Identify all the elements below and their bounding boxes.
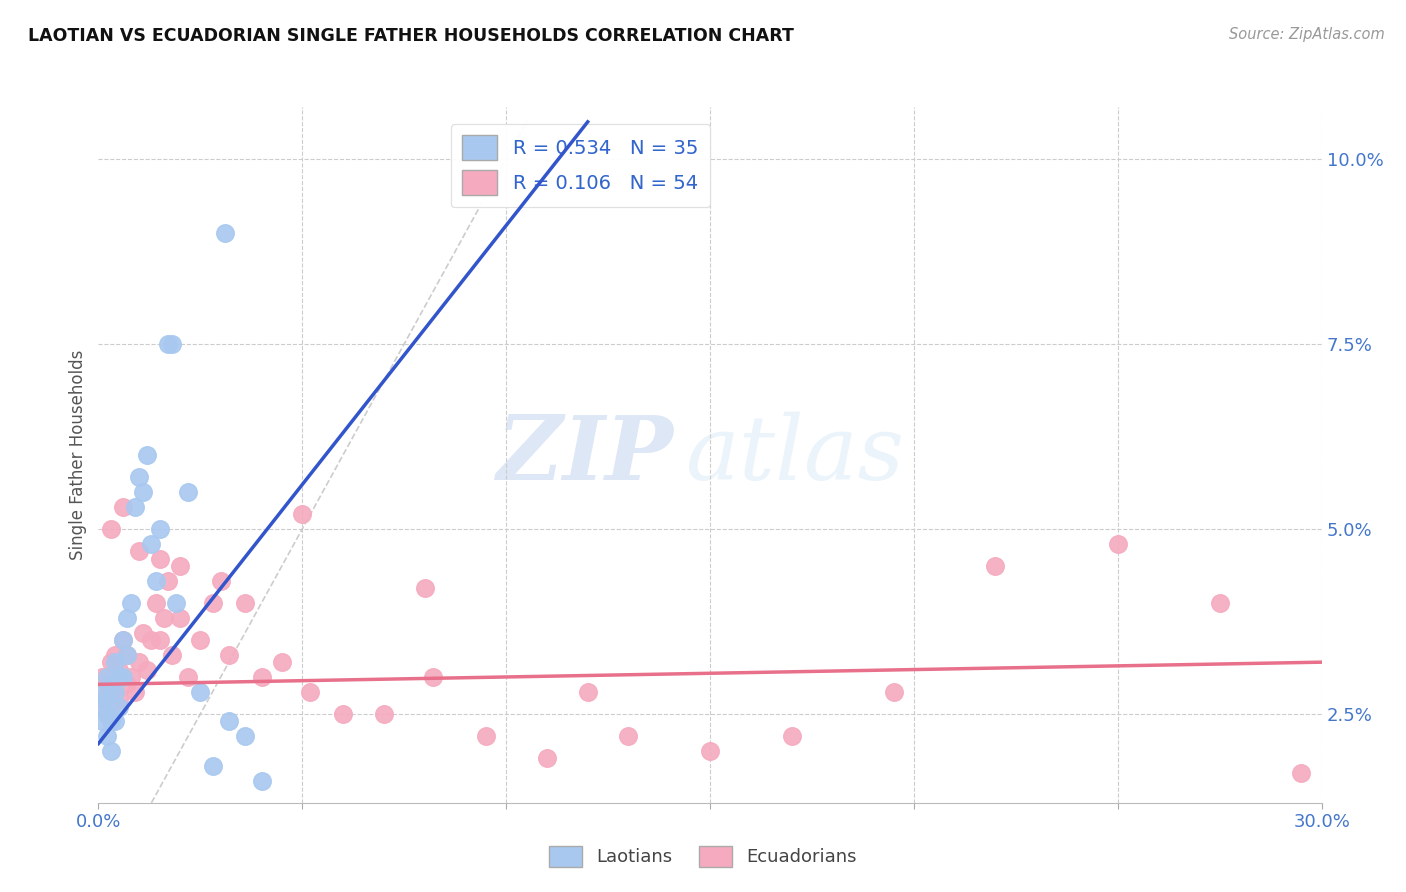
Point (91, 692, 114, 706)
Point (108, 663, 131, 677)
Legend: R = 0.534   N = 35, R = 0.106   N = 54: R = 0.534 N = 35, R = 0.106 N = 54 (451, 124, 710, 207)
Point (91, 714, 114, 729)
Point (699, 744, 721, 758)
Point (188, 685, 212, 699)
Point (96, 706, 118, 721)
Point (149, 551, 172, 566)
Point (91, 670, 114, 684)
Text: atlas: atlas (686, 411, 904, 499)
Point (780, 729, 803, 743)
Point (108, 699, 131, 714)
Point (104, 648, 127, 662)
Point (115, 648, 138, 662)
Point (422, 670, 444, 684)
Point (100, 655, 122, 669)
Point (100, 699, 122, 714)
Point (152, 611, 174, 625)
Point (128, 544, 150, 558)
Point (111, 632, 134, 647)
Point (984, 558, 1007, 573)
Point (149, 632, 172, 647)
Point (536, 751, 558, 765)
Point (214, 226, 236, 240)
Point (132, 625, 155, 640)
Point (111, 632, 134, 647)
Point (617, 729, 640, 743)
Point (177, 484, 200, 499)
Point (177, 670, 200, 684)
Point (100, 522, 122, 536)
Point (160, 337, 183, 351)
Point (299, 685, 322, 699)
Point (100, 744, 122, 758)
Point (209, 574, 232, 588)
Point (160, 648, 183, 662)
Point (111, 500, 134, 514)
Point (91, 699, 114, 714)
Point (169, 611, 191, 625)
Point (1107, 537, 1129, 551)
Point (104, 685, 127, 699)
Point (233, 729, 256, 743)
Point (373, 706, 395, 721)
Point (141, 632, 163, 647)
Point (108, 670, 131, 684)
Point (201, 759, 224, 773)
Point (218, 648, 240, 662)
Point (115, 648, 138, 662)
Point (156, 574, 179, 588)
Point (115, 611, 138, 625)
Point (111, 670, 134, 684)
Point (156, 337, 179, 351)
Point (136, 663, 159, 677)
Point (141, 537, 163, 551)
Point (128, 470, 150, 484)
Point (104, 685, 127, 699)
Point (1291, 766, 1313, 780)
Point (250, 670, 273, 684)
Point (291, 507, 314, 521)
Point (883, 685, 905, 699)
Point (474, 729, 498, 743)
Point (104, 714, 127, 729)
Point (104, 655, 127, 669)
Point (100, 714, 122, 729)
Point (128, 655, 150, 669)
Point (145, 574, 167, 588)
Point (96, 729, 118, 743)
Point (165, 596, 187, 610)
Point (132, 484, 155, 499)
Text: LAOTIAN VS ECUADORIAN SINGLE FATHER HOUSEHOLDS CORRELATION CHART: LAOTIAN VS ECUADORIAN SINGLE FATHER HOUS… (28, 27, 794, 45)
Point (100, 677, 122, 691)
Point (250, 773, 273, 788)
Point (576, 685, 599, 699)
Point (91, 685, 114, 699)
Point (96, 692, 118, 706)
Point (136, 448, 159, 462)
Point (124, 685, 146, 699)
Point (120, 670, 142, 684)
Point (233, 596, 256, 610)
Point (169, 558, 191, 573)
Point (96, 677, 118, 691)
Text: Source: ZipAtlas.com: Source: ZipAtlas.com (1229, 27, 1385, 42)
Legend: Laotians, Ecuadorians: Laotians, Ecuadorians (541, 838, 865, 874)
Point (218, 714, 240, 729)
Point (96, 670, 118, 684)
Point (96, 706, 118, 721)
Text: ZIP: ZIP (498, 412, 673, 498)
Point (188, 632, 212, 647)
Point (1209, 596, 1232, 610)
Point (332, 706, 354, 721)
Y-axis label: Single Father Households: Single Father Households (69, 350, 87, 560)
Point (149, 522, 172, 536)
Point (413, 581, 436, 595)
Point (120, 596, 142, 610)
Point (145, 596, 167, 610)
Point (124, 500, 146, 514)
Point (108, 692, 131, 706)
Point (270, 655, 294, 669)
Point (115, 677, 138, 691)
Point (201, 596, 224, 610)
